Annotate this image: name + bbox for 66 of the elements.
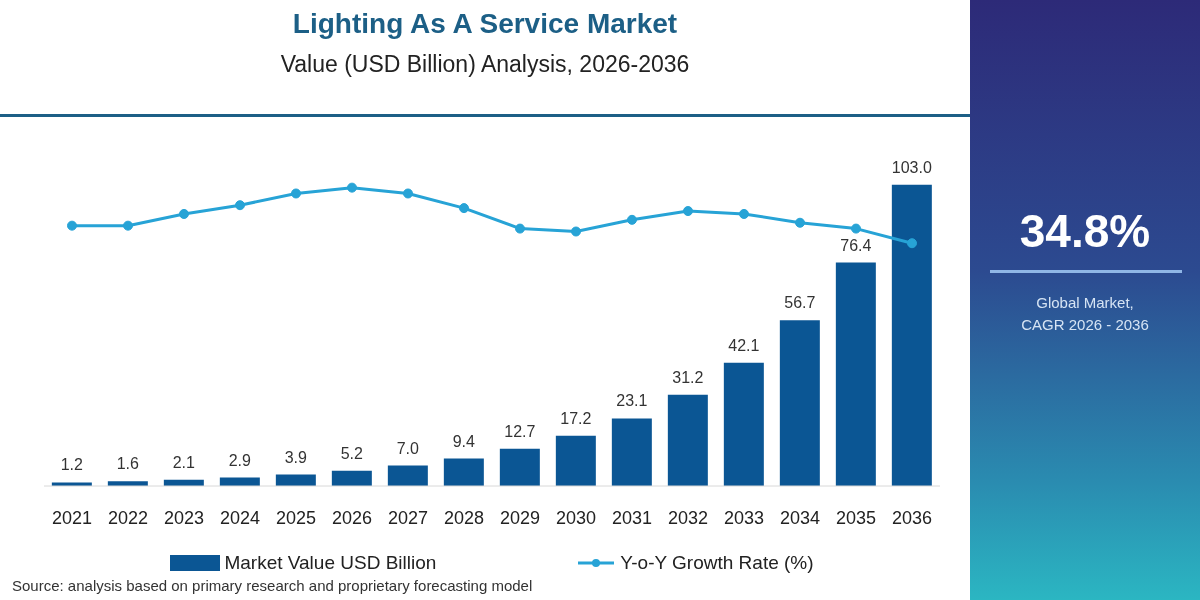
data-label: 17.2	[560, 409, 592, 427]
legend-label: Market Value USD Billion	[224, 552, 437, 574]
point	[235, 200, 245, 211]
bar	[499, 448, 540, 486]
point	[627, 214, 637, 225]
data-label: 12.7	[504, 422, 536, 440]
chart-subtitle: Value (USD Billion) Analysis, 2026-2036	[279, 51, 691, 78]
bar	[891, 184, 932, 486]
x-tick-label: 2033	[723, 508, 765, 528]
bar	[779, 320, 820, 486]
point	[851, 223, 861, 234]
chart-title: Lighting As A Service Market	[291, 8, 679, 40]
bar	[667, 394, 708, 486]
bar	[555, 435, 596, 486]
x-tick-label: 2024	[219, 508, 261, 528]
data-label: 9.4	[452, 432, 476, 450]
x-tick-label: 2021	[51, 508, 93, 528]
data-label: 1.2	[60, 456, 84, 474]
data-label: 3.9	[284, 448, 308, 466]
data-label: 1.6	[116, 455, 140, 473]
x-tick-label: 2032	[667, 508, 709, 528]
x-tick-label: 2034	[779, 508, 821, 528]
point	[907, 238, 917, 249]
point	[683, 206, 693, 217]
x-tick-label: 2027	[387, 508, 429, 528]
point	[403, 188, 413, 199]
data-label: 103.0	[891, 158, 932, 176]
bar	[611, 418, 652, 486]
x-tick-label: 2029	[499, 508, 541, 528]
bar	[723, 362, 764, 486]
data-label: 56.7	[784, 294, 816, 312]
bar	[387, 465, 428, 486]
x-tick-label: 2028	[443, 508, 485, 528]
bar	[331, 470, 372, 486]
point	[123, 220, 133, 231]
bar	[443, 458, 484, 486]
point	[347, 182, 357, 193]
data-label: 7.0	[396, 439, 420, 457]
data-label: 76.4	[840, 236, 872, 254]
point	[291, 188, 301, 199]
data-label: 23.1	[616, 392, 648, 410]
x-tick-label: 2022	[107, 508, 149, 528]
bar	[835, 262, 876, 486]
data-label: 5.2	[340, 444, 364, 462]
x-tick-label: 2031	[611, 508, 653, 528]
x-tick-label: 2025	[275, 508, 317, 528]
point	[739, 208, 749, 219]
data-label: 31.2	[672, 368, 704, 386]
x-tick-label: 2030	[555, 508, 597, 528]
x-tick-label: 2036	[891, 508, 933, 528]
source-note: Source: analysis based on primary research and proprietary forecasting model	[12, 577, 533, 594]
point	[795, 217, 805, 228]
data-label: 42.1	[728, 336, 760, 354]
point	[571, 226, 581, 237]
x-tick-label: 2026	[331, 508, 373, 528]
data-label: 2.9	[228, 451, 252, 469]
point	[459, 203, 469, 214]
point	[67, 220, 77, 231]
text: 34.8%	[1018, 204, 1152, 258]
legend-label: Y-o-Y Growth Rate (%)	[620, 552, 814, 574]
point	[515, 223, 525, 234]
data-label: 2.1	[172, 453, 196, 471]
text: Global Market, CAGR 2026 - 2036	[1020, 293, 1150, 335]
point	[179, 208, 189, 219]
x-tick-label: 2023	[163, 508, 205, 528]
x-tick-label: 2035	[835, 508, 877, 528]
